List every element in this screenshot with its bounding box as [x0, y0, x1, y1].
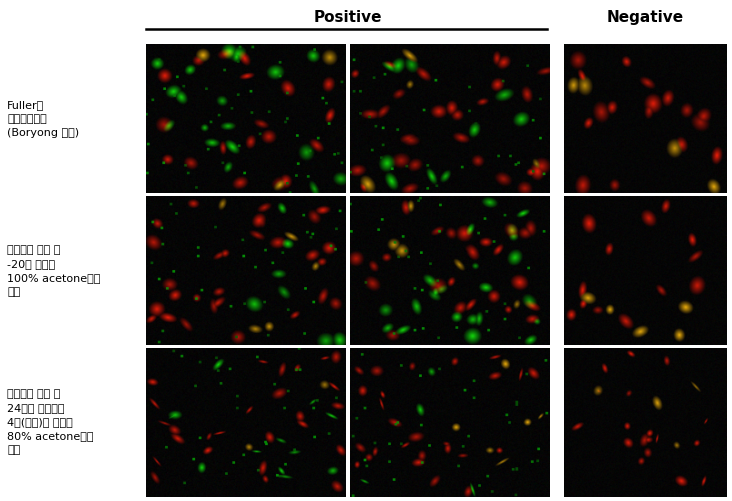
Text: Fuller사
항원슬라이드
(Boryong 부분): Fuller사 항원슬라이드 (Boryong 부분)	[7, 100, 80, 138]
Text: 슬라이드 점적 후
-20도 보관된
100% acetone으로
고정: 슬라이드 점적 후 -20도 보관된 100% acetone으로 고정	[7, 244, 101, 297]
Text: Positive: Positive	[313, 11, 382, 26]
Text: 슬라이드 점적 후
24시간 배양하여
4도(냉장)에 보관된
80% acetone으로
고정: 슬라이드 점적 후 24시간 배양하여 4도(냉장)에 보관된 80% acet…	[7, 389, 94, 455]
Text: Negative: Negative	[606, 11, 684, 26]
